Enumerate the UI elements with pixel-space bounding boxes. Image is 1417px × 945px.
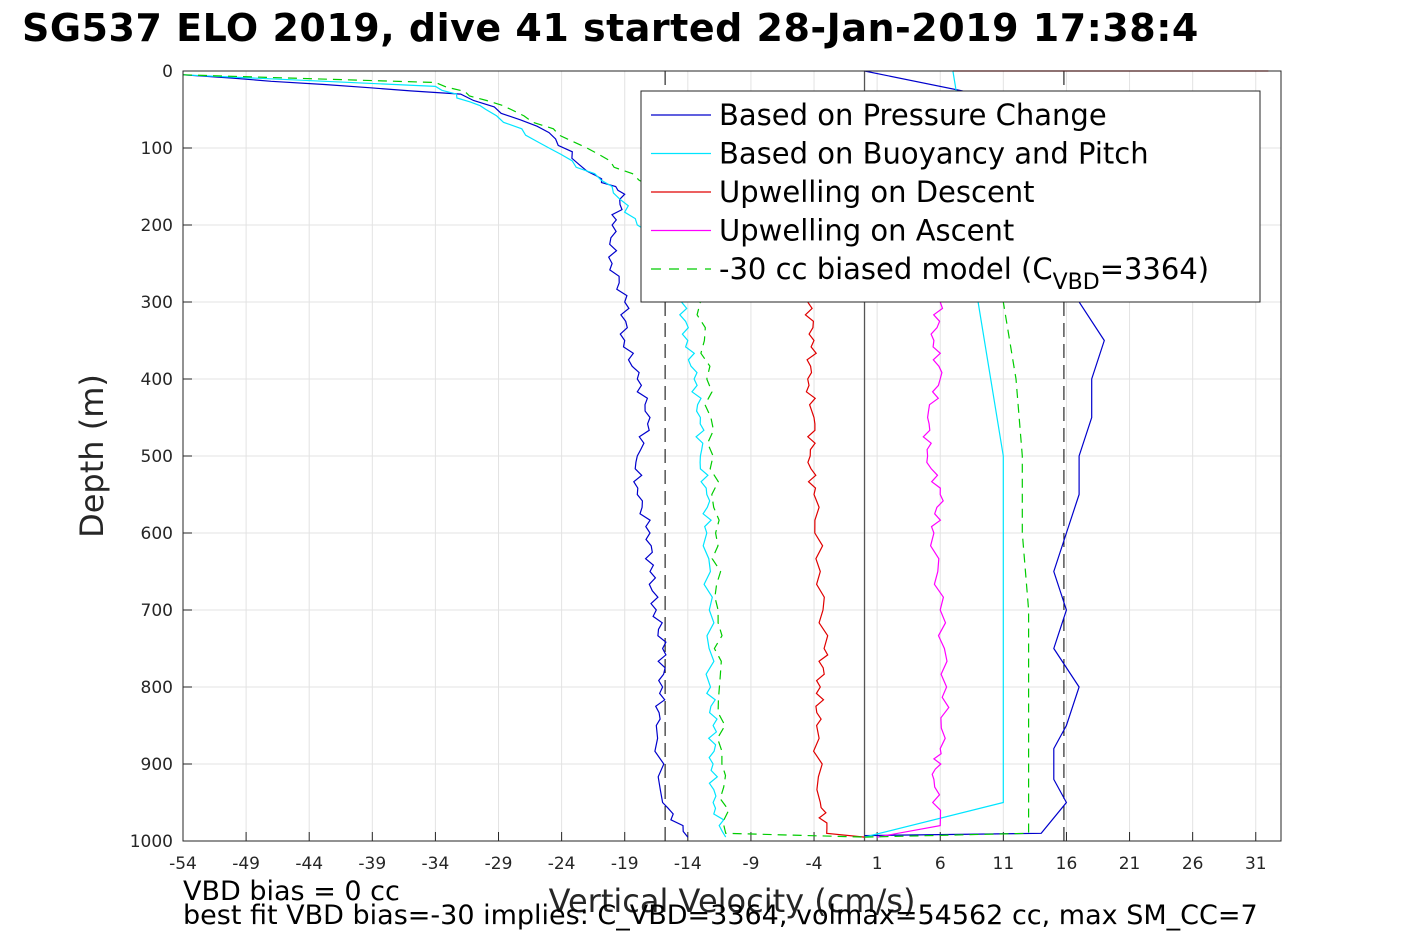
- y-tick-label: 1000: [130, 832, 173, 852]
- y-axis-label: Depth (m): [73, 374, 111, 538]
- x-tick-label: -34: [422, 854, 450, 874]
- y-tick-label: 700: [141, 601, 173, 621]
- x-tick-label: -49: [232, 854, 260, 874]
- x-tick-label: -29: [485, 854, 513, 874]
- x-tick-label: 6: [935, 854, 946, 874]
- legend-label: -30 cc biased model (C: [719, 252, 1053, 286]
- x-tick-label: -44: [295, 854, 323, 874]
- legend-entry: Upwelling on Ascent: [719, 214, 1014, 248]
- x-tick-label: 11: [993, 854, 1015, 874]
- x-tick-label: 1: [872, 854, 883, 874]
- y-tick-label: 800: [141, 678, 173, 698]
- x-tick-label: -9: [742, 854, 759, 874]
- legend-label: Based on Buoyancy and Pitch: [719, 137, 1149, 171]
- y-tick-label: 300: [141, 293, 173, 313]
- x-tick-label: 31: [1245, 854, 1267, 874]
- legend-entry: Based on Pressure Change: [719, 98, 1107, 132]
- x-tick-label: -19: [611, 854, 639, 874]
- series-line: [182, 74, 865, 838]
- x-axis-label: Vertical Velocity (cm/s): [549, 882, 916, 920]
- legend-box: [640, 90, 1261, 303]
- legend-entry: Based on Buoyancy and Pitch: [719, 137, 1149, 171]
- grid: [182, 70, 1281, 842]
- y-tick-labels: 0 100 200 300 400 500 600 700 800 900 1000: [130, 62, 173, 852]
- series-line: [182, 74, 727, 838]
- x-tick-label: -39: [358, 854, 386, 874]
- x-tick-label: -24: [548, 854, 576, 874]
- legend: Based on Pressure Change Based on Buoyanc…: [640, 90, 1261, 303]
- y-tick-label: 500: [141, 447, 173, 467]
- legend-entry: Upwelling on Descent: [719, 175, 1035, 209]
- x-tick-label: -54: [169, 854, 197, 874]
- series-line: [804, 301, 865, 838]
- x-tick-label: 21: [1119, 854, 1141, 874]
- y-tick-label: 600: [141, 524, 173, 544]
- y-tick-label: 200: [141, 216, 173, 236]
- y-tick-label: 400: [141, 370, 173, 390]
- best-fit-note: best fit VBD bias=-30 implies: C_VBD=336…: [183, 900, 1258, 931]
- legend-entry: -30 cc biased model (CVBD=3364): [719, 252, 1209, 295]
- legend-label: Based on Pressure Change: [719, 98, 1107, 132]
- series-line: [182, 74, 689, 838]
- x-tick-label: 16: [1056, 854, 1078, 874]
- legend-subscript: VBD: [1053, 270, 1100, 295]
- series-line: [876, 301, 950, 838]
- y-tick-label: 900: [141, 755, 173, 775]
- chart-title: SG537 ELO 2019, dive 41 started 28-Jan-2…: [22, 6, 1199, 50]
- legend-label: Upwelling on Ascent: [719, 214, 1014, 248]
- plot-frame: [182, 70, 1282, 842]
- x-tick-label: 26: [1182, 854, 1204, 874]
- series-line: [864, 70, 1105, 837]
- legend-label: Upwelling on Descent: [719, 175, 1035, 209]
- x-tick-labels: -54 -49 -44 -39 -34 -29 -24 -19 -14 -9 -4 1 6 11 16 21 2…: [169, 854, 1266, 874]
- series-line: [864, 301, 1030, 838]
- vbd-bias-note: VBD bias = 0 cc: [183, 876, 400, 907]
- x-tick-label: -14: [674, 854, 702, 874]
- y-tick-label: 100: [141, 139, 173, 159]
- x-tick-label: -4: [806, 854, 823, 874]
- y-tick-label: 0: [162, 62, 173, 82]
- legend-suffix: =3364): [1100, 252, 1209, 286]
